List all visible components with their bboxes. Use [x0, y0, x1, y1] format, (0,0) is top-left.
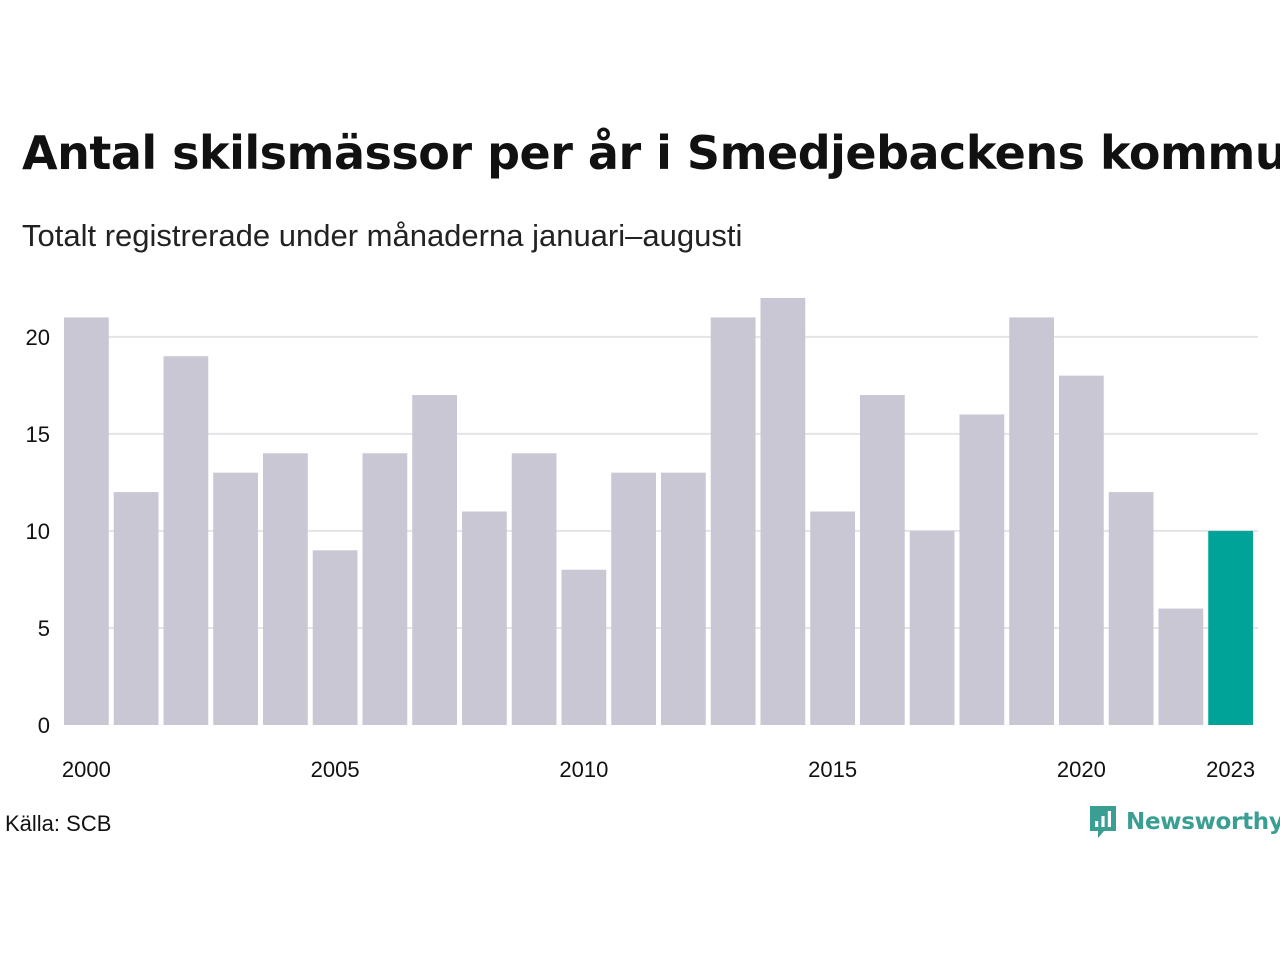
- bar-2016: [860, 395, 905, 725]
- bar-2003: [213, 472, 258, 725]
- x-tick-label: 2020: [1057, 757, 1106, 782]
- bar-2007: [412, 395, 457, 725]
- y-tick-label: 15: [26, 422, 50, 447]
- bar-2000: [64, 317, 109, 725]
- bars: [64, 298, 1253, 725]
- x-tick-label: 2023: [1206, 757, 1255, 782]
- bar-2009: [511, 453, 557, 725]
- x-tick-label: 2005: [311, 757, 360, 782]
- source-note: Källa: SCB: [5, 811, 112, 836]
- chart-title: Antal skilsmässor per år i Smedjebackens…: [22, 126, 1280, 180]
- newsworthy-brand: Newsworthy: [1088, 804, 1280, 840]
- x-tick-label: 2010: [559, 757, 608, 782]
- x-tick-label: 2000: [62, 757, 111, 782]
- bar-2018: [959, 414, 1005, 725]
- bar-2008: [462, 511, 507, 725]
- bar-2005: [312, 550, 358, 725]
- bar-2004: [263, 453, 308, 725]
- bar-2020: [1059, 375, 1104, 725]
- bar-2006: [362, 453, 408, 725]
- y-axis-ticks: 0 5 10 15 20: [26, 325, 50, 738]
- bar-2015: [810, 511, 855, 725]
- bar-2021: [1108, 492, 1154, 725]
- x-axis-ticks: 2000 2005 2010 2015 2020 2023: [62, 757, 1255, 782]
- brand-name: Newsworthy: [1126, 809, 1280, 835]
- newsworthy-logo-icon: [1090, 806, 1116, 838]
- y-tick-label: 0: [38, 713, 50, 738]
- bar-2013: [710, 317, 756, 725]
- bar-2010: [561, 569, 607, 725]
- bar-2014: [760, 298, 806, 725]
- y-tick-label: 10: [26, 519, 50, 544]
- bar-2011: [611, 472, 656, 725]
- bar-2002: [163, 356, 209, 725]
- bar-2017: [909, 530, 955, 725]
- bar-chart: 0 5 10 15 20 2000 2005 2010 2015 2020 2023: [26, 298, 1258, 782]
- bar-2019: [1009, 317, 1054, 725]
- bar-2012: [661, 472, 706, 725]
- bar-2023: [1208, 530, 1253, 725]
- bar-2001: [113, 492, 159, 725]
- chart-subtitle: Totalt registrerade under månaderna janu…: [22, 218, 743, 253]
- y-tick-label: 20: [26, 325, 50, 350]
- x-tick-label: 2015: [808, 757, 857, 782]
- bar-2022: [1158, 608, 1204, 725]
- y-tick-label: 5: [38, 616, 50, 641]
